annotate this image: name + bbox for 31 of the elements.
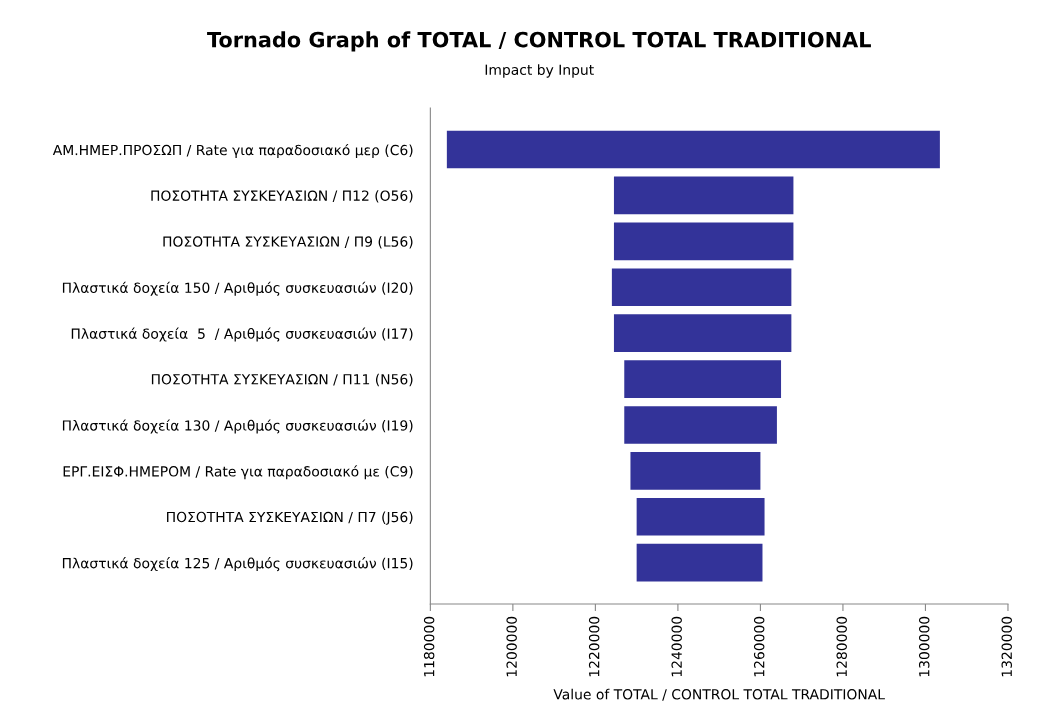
x-tick-label: 1300000 [918, 616, 930, 677]
bar [611, 268, 792, 307]
chart-title: Tornado Graph of TOTAL / CONTROL TOTAL TRADITIONAL [207, 31, 871, 52]
x-tick-label: 1180000 [423, 616, 435, 677]
bar [613, 176, 794, 215]
x-tick-label: 1320000 [1001, 616, 1012, 677]
y-tick-label: ΠΟΣΟΤΗΤΑ ΣΥΣΚΕΥΑΣΙΩΝ / Π11 (N56) [151, 373, 413, 387]
x-tick-label: 1220000 [588, 616, 600, 677]
y-tick-label: ΠΟΣΟΤΗΤΑ ΣΥΣΚΕΥΑΣΙΩΝ / Π9 (L56) [163, 236, 413, 249]
y-tick-label: ΠΟΣΟΤΗΤΑ ΣΥΣΚΕΥΑΣΙΩΝ / Π12 (O56) [151, 190, 413, 203]
bar [636, 497, 765, 536]
chart-subtitle: Impact by Input [485, 64, 594, 78]
x-tick-label: 1260000 [753, 616, 765, 677]
x-axis-title: Value of TOTAL / CONTROL TOTAL TRADITIONAL [553, 688, 885, 701]
bar [613, 222, 794, 261]
bar [636, 543, 763, 582]
bar [613, 314, 792, 352]
y-tick-label: Πλαστικά δοχεία 130 / Αριθμός συσκευασιών (I19) [62, 419, 413, 434]
y-tick-label: Πλαστικά δοχεία 5 / Αριθμός συσκευασιών (I17) [71, 327, 413, 342]
y-tick-label: ΠΟΣΟΤΗΤΑ ΣΥΣΚΕΥΑΣΙΩΝ / Π7 (J56) [167, 511, 413, 525]
x-tick-label: 1240000 [671, 616, 682, 677]
y-tick-label: Πλαστικά δοχεία 150 / Αριθμός συσκευασιών (I20) [62, 281, 413, 296]
bar [624, 360, 782, 398]
x-tick-label: 1280000 [836, 616, 847, 677]
y-tick-label: Πλαστικά δοχεία 125 / Αριθμός συσκευασιών (I15) [62, 557, 413, 572]
y-tick-label: ΕΡΓ.ΕΙΣΦ.ΗΜΕΡΟΜ / Rate για παραδοσιακό με (C9) [63, 465, 413, 480]
x-tick-label: 1200000 [506, 616, 517, 677]
bar [624, 406, 777, 444]
bar [446, 130, 940, 169]
y-tick-label: ΑΜ.ΗΜΕΡ.ΠΡΟΣΩΠ / Rate για παραδοσιακό μερ (C6) [52, 143, 413, 158]
bar [630, 452, 761, 490]
